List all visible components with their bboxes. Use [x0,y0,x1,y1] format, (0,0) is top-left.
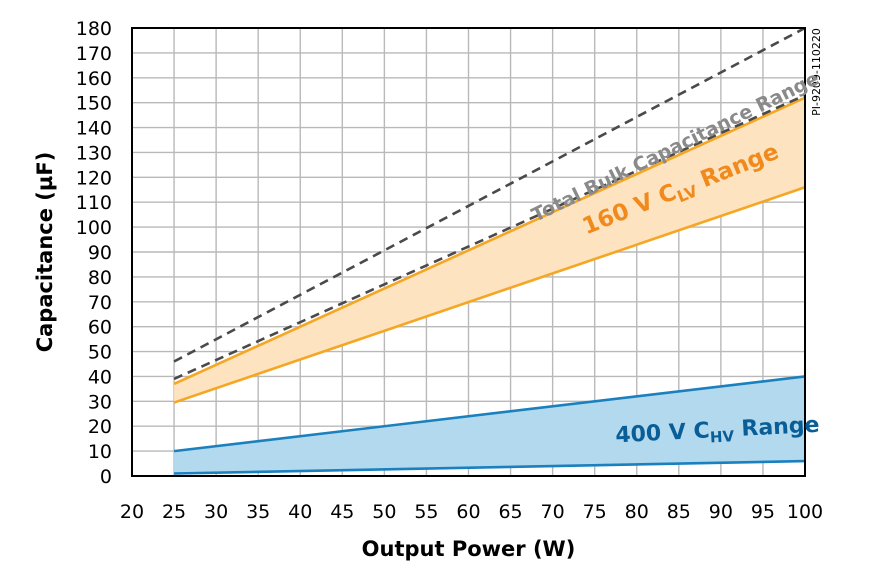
band-upper-line-1 [173,96,806,386]
y-tick-label: 100 [76,217,112,239]
range-bands [173,96,806,475]
x-axis-title: Output Power (W) [362,537,576,561]
y-tick-label: 50 [88,342,112,364]
y-tick-label: 140 [76,118,112,140]
band-lower-line-1 [173,186,806,404]
x-tick-label: 45 [330,501,354,523]
y-tick-label: 10 [88,441,112,463]
y-tick-label: 180 [76,18,112,40]
y-tick-label: 30 [88,391,112,413]
y-axis-title: Capacitance (µF) [33,152,57,353]
x-tick-label: 20 [120,501,144,523]
x-tick-label: 30 [204,501,228,523]
y-tick-label: 20 [88,416,112,438]
total-bulk-lower-line [173,94,806,381]
y-tick-label: 160 [76,68,112,90]
band-fill-1 [174,97,805,403]
y-tick-label: 150 [76,93,112,115]
x-tick-label: 65 [498,501,522,523]
x-tick-label: 70 [541,501,565,523]
x-tick-label: 55 [414,501,438,523]
x-tick-label: 50 [372,501,396,523]
x-tick-label: 35 [246,501,270,523]
plot-frame [131,27,806,477]
x-tick-label: 95 [751,501,775,523]
hv-range-label-name: 400 V C [615,418,711,448]
x-tick-label: 25 [162,501,186,523]
x-tick-label: 90 [709,501,733,523]
y-tick-label: 60 [88,317,112,339]
x-tick-labels: 20 25 30 35 40 45 50 55 60 65 70 75 80 85 90 95 100 [120,501,823,523]
x-tick-label: 60 [456,501,480,523]
total-bulk-dashed-lines [173,26,806,381]
y-tick-label: 70 [88,292,112,314]
y-tick-label: 170 [76,43,112,65]
band-lower-line-0 [174,459,806,475]
x-tick-label: 75 [583,501,607,523]
x-tick-label: 80 [625,501,649,523]
hv-range-label: 400 V CHV Range [615,413,821,452]
hv-range-label-suffix: Range [733,413,820,442]
y-tick-label: 90 [88,242,112,264]
x-tick-label: 85 [667,501,691,523]
y-tick-label: 110 [76,192,112,214]
x-tick-label: 40 [288,501,312,523]
y-tick-label: 0 [100,466,112,488]
y-tick-label: 130 [76,142,112,164]
y-tick-label: 120 [76,167,112,189]
chart-id-label: PI-9209-110220 [810,28,823,116]
hv-range-label-subscript: HV [710,427,735,446]
y-tick-label: 40 [88,366,112,388]
band-upper-line-0 [173,375,806,453]
band-fill-0 [174,376,805,474]
x-tick-label: 100 [787,501,823,523]
y-tick-label: 80 [88,267,112,289]
